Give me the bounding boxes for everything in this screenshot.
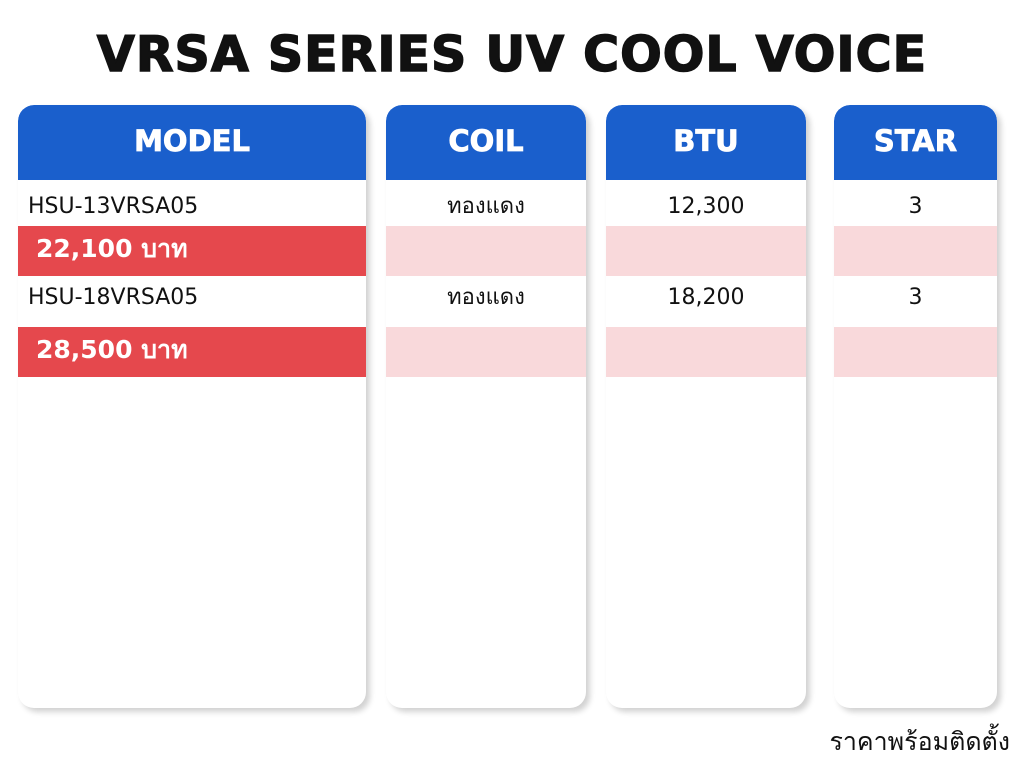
- coil-column: COIL ทองแดง ทองแดง: [386, 105, 586, 708]
- price-band: [834, 226, 997, 276]
- price-band: [386, 327, 586, 377]
- btu-column: BTU 12,300 18,200: [606, 105, 806, 708]
- column-header: BTU: [606, 105, 806, 180]
- price-cell: 28,500 บาท: [18, 327, 366, 377]
- price-band: [386, 226, 586, 276]
- model-cell: HSU-13VRSA05: [28, 194, 199, 219]
- btu-cell: 18,200: [667, 285, 745, 310]
- column-header: STAR: [834, 105, 997, 180]
- btu-cell: 12,300: [667, 194, 745, 219]
- price-band: [606, 327, 806, 377]
- price-cell: 22,100 บาท: [18, 226, 366, 276]
- price-band: [606, 226, 806, 276]
- star-cell: 3: [908, 194, 923, 219]
- star-cell: 3: [908, 285, 923, 310]
- price-band: [834, 327, 997, 377]
- coil-cell: ทองแดง: [447, 194, 525, 219]
- star-column: STAR 3 3: [834, 105, 997, 708]
- coil-cell: ทองแดง: [447, 285, 525, 310]
- model-column: MODEL HSU-13VRSA05 22,100 บาท HSU-18VRSA…: [18, 105, 366, 708]
- column-header: COIL: [386, 105, 586, 180]
- column-header: MODEL: [18, 105, 366, 180]
- page-title: VRSA SERIES UV COOL VOICE: [96, 25, 928, 84]
- model-cell: HSU-18VRSA05: [28, 285, 199, 310]
- footnote: ราคาพร้อมติดตั้ง: [829, 727, 1010, 756]
